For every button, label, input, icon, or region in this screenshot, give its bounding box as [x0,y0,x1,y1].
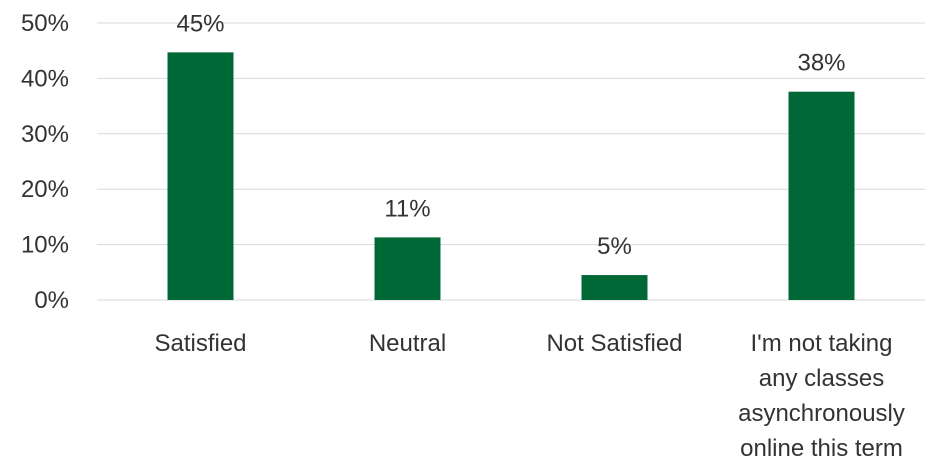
y-tick-label: 10% [21,232,69,259]
data-label: 38% [797,50,845,77]
x-category-label: Not Satisfied [546,330,682,357]
y-tick-label: 0% [34,287,69,314]
x-axis-category-labels: Satisfied Neutral Not Satisfied I'm not tak… [154,330,904,462]
y-axis-tick-labels: 0% 10% 20% 30% 40% 50% [21,10,69,314]
bar [788,91,855,300]
data-label: 5% [597,233,632,260]
data-label: 45% [176,10,224,37]
y-tick-label: 30% [21,121,69,148]
y-tick-label: 20% [21,176,69,203]
bar [374,237,441,300]
x-category-label: Neutral [369,330,446,357]
data-label: 11% [384,195,430,222]
bar [167,52,234,300]
x-category-label: I'm not taking any classes asynchronously o… [738,330,905,462]
y-tick-label: 50% [21,10,69,37]
data-labels: 45% 11% 5% 38% [176,10,845,260]
y-tick-label: 40% [21,65,69,92]
bars [167,52,855,300]
gridlines [97,22,925,301]
x-category-label: Satisfied [154,330,246,357]
bar [581,275,648,300]
